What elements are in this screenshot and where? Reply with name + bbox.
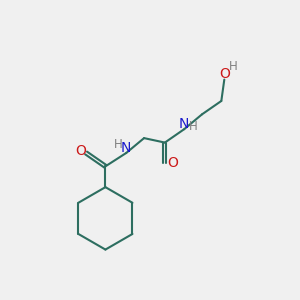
Text: H: H	[113, 138, 122, 151]
Text: O: O	[75, 145, 86, 158]
Text: H: H	[229, 60, 238, 73]
Text: O: O	[167, 156, 178, 170]
Text: N: N	[121, 141, 131, 154]
Text: N: N	[179, 117, 189, 131]
Text: H: H	[189, 120, 197, 133]
Text: O: O	[219, 67, 230, 81]
